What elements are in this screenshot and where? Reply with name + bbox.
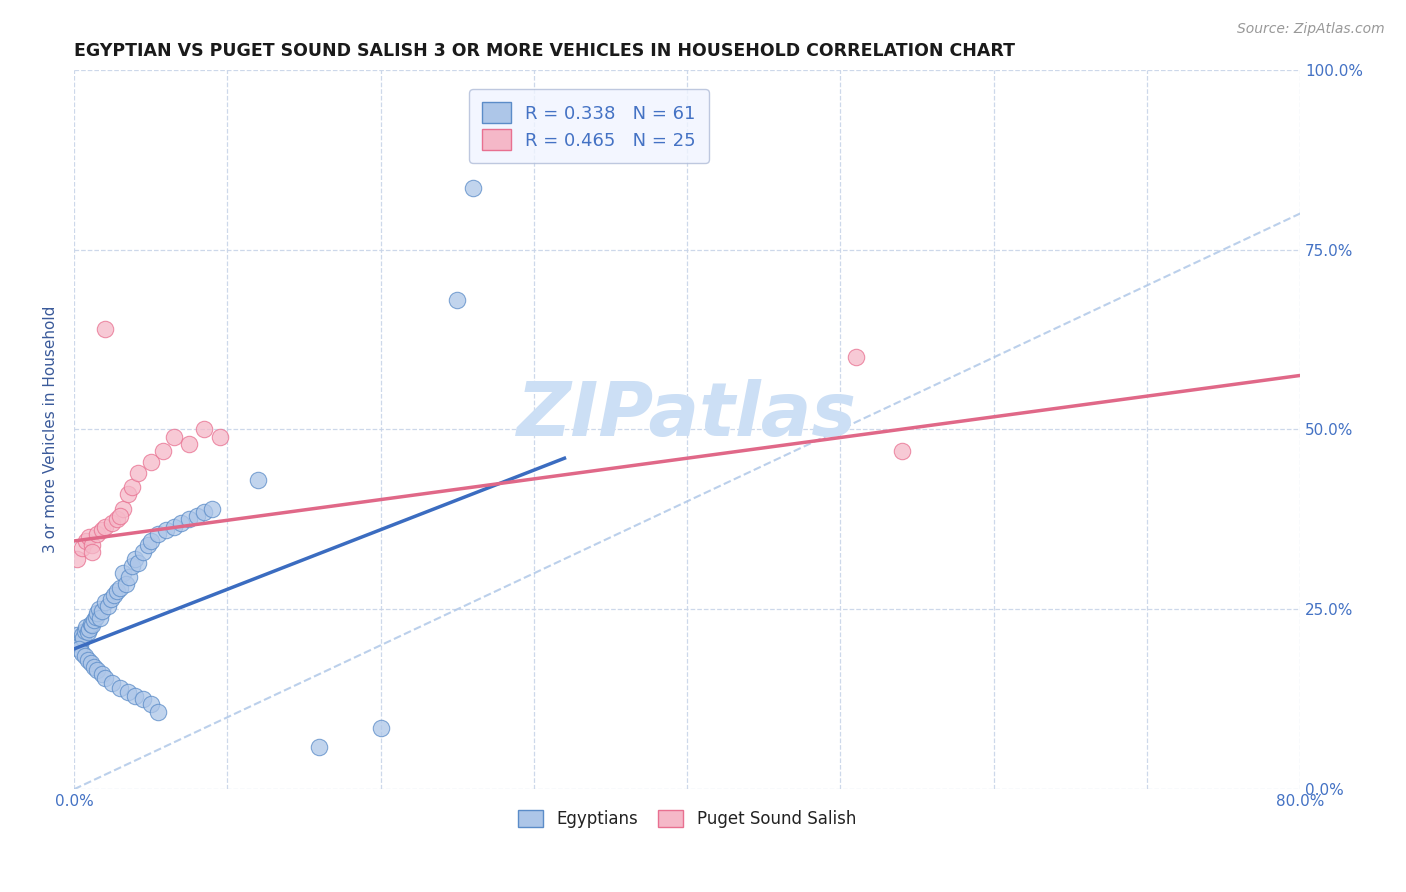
Legend: Egyptians, Puget Sound Salish: Egyptians, Puget Sound Salish (512, 804, 863, 835)
Point (86, 526, 108, 541)
Point (100, 591, 122, 606)
Point (93, 321, 115, 335)
Point (112, 501, 135, 516)
Point (108, 581, 131, 595)
Point (87, 602, 110, 616)
Point (70, 627, 93, 641)
Point (73, 624, 96, 638)
Point (170, 516, 193, 530)
Point (148, 526, 170, 541)
Point (208, 429, 231, 443)
Point (75, 533, 97, 548)
Point (90, 523, 112, 537)
Point (152, 444, 174, 458)
Point (308, 740, 330, 755)
Point (148, 705, 170, 719)
Point (67, 634, 90, 648)
Point (139, 533, 162, 548)
Point (69, 638, 91, 652)
Point (108, 508, 131, 523)
Point (139, 455, 162, 469)
Point (124, 689, 146, 703)
Point (82, 545, 104, 559)
Point (461, 181, 484, 195)
Point (193, 422, 215, 436)
Point (103, 588, 125, 602)
Point (121, 559, 143, 574)
Point (93, 671, 115, 685)
Point (66, 552, 89, 566)
Point (121, 480, 143, 494)
Point (112, 566, 135, 581)
Point (127, 556, 149, 570)
Point (446, 293, 468, 307)
Point (108, 681, 131, 696)
Point (105, 512, 128, 526)
Point (124, 552, 146, 566)
Point (193, 505, 215, 519)
Point (82, 538, 104, 552)
Point (90, 667, 112, 681)
Point (117, 685, 139, 699)
Point (73, 649, 96, 664)
Point (163, 429, 186, 443)
Point (75, 620, 97, 634)
Point (118, 570, 141, 584)
Point (845, 351, 868, 365)
Point (67, 641, 90, 656)
Point (127, 466, 149, 480)
Point (117, 487, 139, 501)
Point (90, 604, 112, 618)
Y-axis label: 3 or more Vehicles in Household: 3 or more Vehicles in Household (44, 306, 58, 553)
Point (115, 577, 138, 591)
Point (132, 692, 155, 706)
Point (201, 501, 224, 516)
Point (93, 595, 115, 609)
Point (77, 625, 100, 640)
Point (83, 613, 105, 627)
Point (70, 646, 93, 660)
Point (80, 616, 103, 631)
Point (132, 545, 155, 559)
Point (79, 623, 101, 637)
Point (83, 660, 105, 674)
Point (136, 538, 159, 552)
Point (79, 530, 101, 544)
Point (97, 599, 120, 613)
Point (105, 584, 128, 599)
Point (80, 657, 103, 671)
Point (86, 664, 108, 678)
Point (246, 473, 269, 487)
Text: ZIPatlas: ZIPatlas (517, 378, 858, 451)
Point (89, 611, 111, 625)
Point (890, 444, 912, 458)
Point (370, 721, 392, 735)
Text: Source: ZipAtlas.com: Source: ZipAtlas.com (1237, 22, 1385, 37)
Point (84, 609, 107, 624)
Point (101, 675, 124, 690)
Point (101, 516, 124, 530)
Point (177, 437, 200, 451)
Text: EGYPTIAN VS PUGET SOUND SALISH 3 OR MORE VEHICLES IN HOUSEHOLD CORRELATION CHART: EGYPTIAN VS PUGET SOUND SALISH 3 OR MORE… (75, 42, 1015, 60)
Point (93, 519, 115, 533)
Point (177, 512, 200, 526)
Point (186, 508, 208, 523)
Point (72, 631, 94, 645)
Point (163, 519, 186, 533)
Point (82, 618, 104, 632)
Point (66, 627, 89, 641)
Point (70, 541, 93, 556)
Point (155, 523, 177, 537)
Point (86, 606, 108, 620)
Point (77, 653, 100, 667)
Point (139, 698, 162, 712)
